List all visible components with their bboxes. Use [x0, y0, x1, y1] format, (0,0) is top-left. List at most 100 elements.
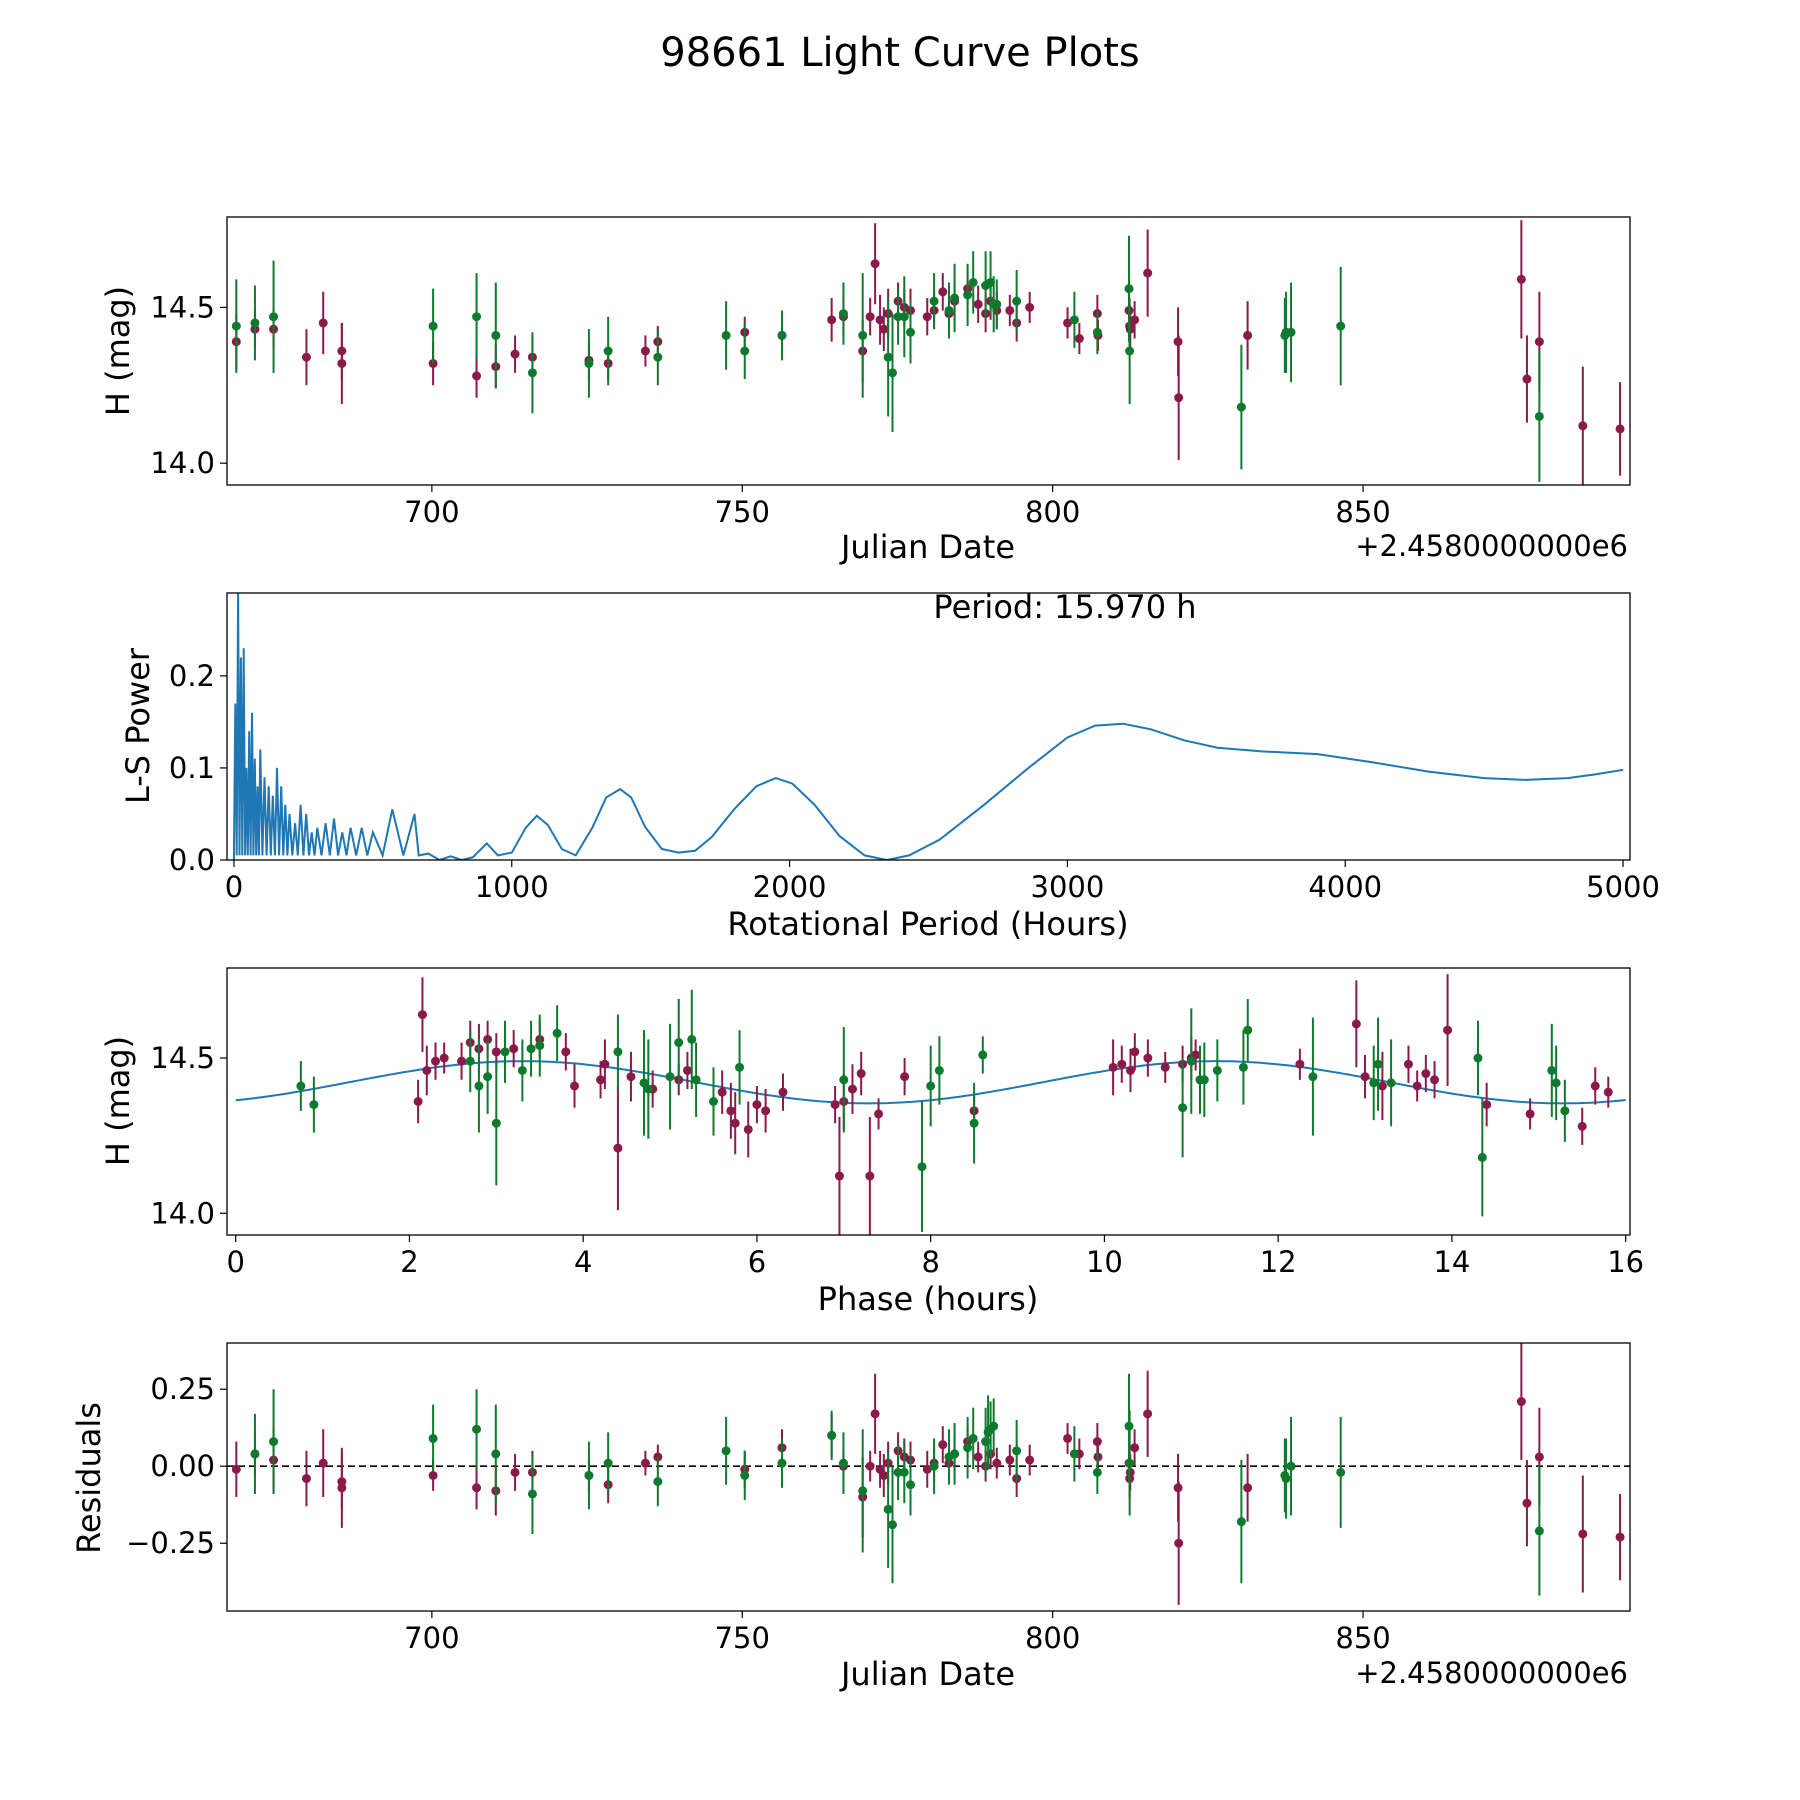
lightcurve-band_b-point	[1012, 296, 1022, 306]
phased-band_a-point	[847, 1084, 857, 1094]
lightcurve-band_b-point	[968, 277, 978, 287]
residuals-x-ticks: 700 750 800 850	[404, 1611, 1391, 1655]
phased-band_b-point	[500, 1047, 510, 1057]
residuals-band_b-point	[584, 1470, 594, 1480]
phased-band_a-point	[726, 1106, 736, 1116]
residuals-y-ticks: 0.25 0.00 −0.25	[126, 1372, 227, 1560]
lightcurve-band_b-point	[584, 358, 594, 368]
phased-band_a-point	[600, 1059, 610, 1069]
phased-band_b-point	[839, 1075, 849, 1085]
lightcurve-band_b-point	[250, 318, 260, 328]
periodogram-x-tick-label: 5000	[1586, 870, 1660, 904]
residuals-band_a-point	[1143, 1409, 1153, 1419]
periodogram-axes-frame	[226, 592, 1631, 861]
residuals-band_a-point	[1516, 1397, 1526, 1407]
residuals-x-tick-label: 800	[1025, 1621, 1080, 1655]
residuals-band_b-point	[1069, 1449, 1079, 1459]
residuals-band_a-point	[1025, 1455, 1035, 1465]
phased-band_a-point	[1603, 1087, 1613, 1097]
residuals-y-tick-label: 0.00	[150, 1449, 215, 1483]
phased-y-tick-label: 14.5	[150, 1041, 215, 1075]
residuals-band_b-point	[899, 1467, 909, 1477]
residuals-band_a-point	[1534, 1452, 1544, 1462]
phased-band_b-point	[1373, 1059, 1383, 1069]
phased-band_b-point	[296, 1081, 306, 1091]
phased-band_a-point	[509, 1044, 519, 1054]
residuals-y-tick-label: 0.25	[150, 1372, 215, 1406]
phased-band_a-point	[900, 1072, 910, 1082]
phased-band_a-point	[865, 1171, 875, 1181]
lightcurve-band_b-point	[1286, 327, 1296, 337]
lightcurve-band_b-point	[905, 327, 915, 337]
residuals-band_b-point	[603, 1458, 613, 1468]
lightcurve-band_a-point	[1130, 315, 1140, 325]
lightcurve-band_a-point	[1516, 274, 1526, 284]
residuals-band_a-point	[879, 1470, 889, 1480]
phased-band_b-point	[1547, 1065, 1557, 1075]
phased-band_b-point	[517, 1065, 527, 1075]
residuals-band_b-point	[527, 1489, 537, 1499]
phased-band_b-point	[934, 1065, 944, 1075]
residuals-band_b-point	[428, 1433, 438, 1443]
phased-band_b-point	[552, 1028, 562, 1038]
lightcurve-band_a-point	[1243, 330, 1253, 340]
residuals-band_b-point	[1286, 1461, 1296, 1471]
residuals-band_b-point	[827, 1430, 837, 1440]
lightcurve-y-tick-label: 14.5	[150, 290, 215, 324]
lightcurve-band_b-point	[231, 321, 241, 331]
periodogram-x-tick-label: 2000	[753, 870, 827, 904]
phased-panel: 0 2 4 6 8 10 12 14 16 14.0 14.5 Phase (hours) H (…	[99, 967, 1644, 1318]
residuals-marks	[227, 1343, 1630, 1605]
phased-band_a-point	[834, 1171, 844, 1181]
phased-band_b-point	[1243, 1025, 1253, 1035]
residuals-band_a-point	[870, 1409, 880, 1419]
residuals-band_b-point	[740, 1470, 750, 1480]
residuals-band_a-point	[922, 1464, 932, 1474]
residuals-band_a-point	[301, 1474, 311, 1484]
residuals-band_b-point	[653, 1477, 663, 1487]
phased-band_a-point	[596, 1075, 606, 1085]
lightcurve-band_a-point	[865, 312, 875, 322]
residuals-band_a-point	[1130, 1443, 1140, 1453]
lightcurve-band_a-point	[472, 371, 482, 381]
residuals-band_b-point	[777, 1458, 787, 1468]
lightcurve-x-tick-label: 700	[404, 495, 459, 529]
lightcurve-band_b-point	[950, 293, 960, 303]
phased-band_b-point	[978, 1050, 988, 1060]
lightcurve-band_a-point	[301, 352, 311, 362]
phased-x-label: Phase (hours)	[818, 1280, 1039, 1318]
residuals-band_a-point	[318, 1458, 328, 1468]
phased-band_a-point	[717, 1087, 727, 1097]
phased-x-tick-label: 12	[1260, 1245, 1297, 1279]
phased-band_b-point	[687, 1034, 697, 1044]
periodogram-y-tick-label: 0.0	[169, 843, 215, 877]
phased-axes-frame	[226, 967, 1631, 1236]
lightcurve-band_b-point	[893, 312, 903, 322]
phased-x-tick-label: 6	[748, 1245, 766, 1279]
phased-y-tick-label: 14.0	[150, 1196, 215, 1230]
lightcurve-band_b-point	[838, 309, 848, 319]
lightcurve-band_a-point	[1522, 374, 1532, 384]
periodogram-x-tick-label: 0	[225, 870, 243, 904]
phased-band_b-point	[613, 1047, 623, 1057]
lightcurve-plot-area	[231, 220, 1625, 485]
phased-band_b-point	[1551, 1078, 1561, 1088]
phased-marks	[235, 974, 1626, 1235]
lightcurve-band_b-point	[1124, 284, 1134, 294]
periodogram-y-tick-label: 0.2	[169, 659, 215, 693]
phased-x-tick-label: 14	[1433, 1245, 1470, 1279]
lightcurve-band_b-point	[491, 330, 501, 340]
phased-band_b-point	[1560, 1106, 1570, 1116]
residuals-band_b-point	[883, 1504, 893, 1514]
lightcurve-y-label: H (mag)	[99, 286, 137, 416]
phased-band_b-point	[491, 1118, 501, 1128]
lightcurve-band_b-point	[472, 312, 482, 322]
residuals-x-label: Julian Date	[839, 1655, 1015, 1693]
lightcurve-band_b-point	[899, 312, 909, 322]
lightcurve-band_b-point	[653, 352, 663, 362]
lightcurve-y-ticks: 14.0 14.5	[150, 290, 227, 480]
residuals-band_b-point	[838, 1458, 848, 1468]
residuals-band_b-point	[929, 1461, 939, 1471]
lightcurve-band_a-point	[973, 299, 983, 309]
phased-band_a-point	[422, 1065, 432, 1075]
